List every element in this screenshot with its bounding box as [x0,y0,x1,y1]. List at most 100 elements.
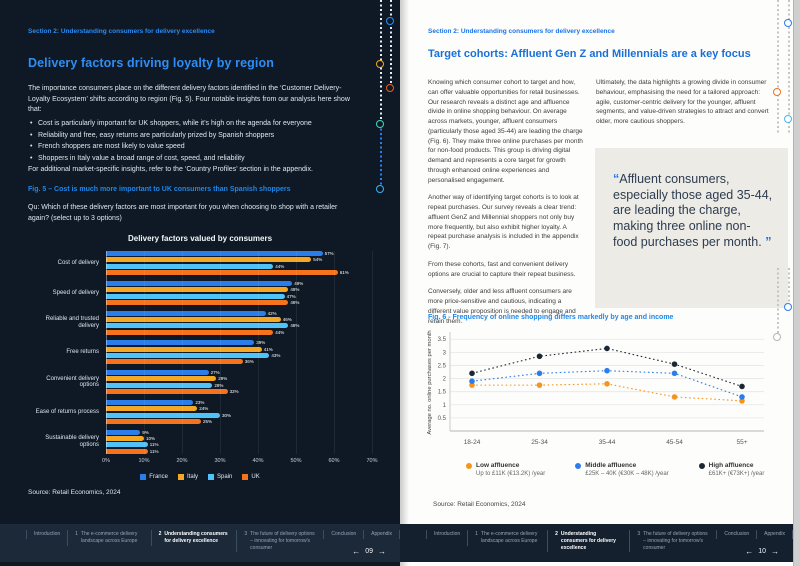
footer-nav-label: The future of delivery options – innovat… [643,531,708,551]
bar-chart: Delivery factors valued by consumers Cos… [28,234,378,480]
legend-label: Middle affluence [585,462,637,469]
gridline [220,251,221,454]
bar [106,299,289,305]
bar-chart-plot: Cost of delivery 57% 54% 44% 61% Speed of del… [28,251,373,454]
svg-text:Average no. online purchases p: Average no. online purchases per month [427,330,433,434]
figure-caption: Fig. 5 – Cost is much more important to … [28,186,291,193]
bar-row: 30% [106,412,372,418]
x-tick-label: 0% [102,457,110,464]
timeline-node-icon [773,333,781,341]
footer-nav-label: Understanding consumers for delivery exc… [164,531,228,544]
bar-row: 10% [106,435,372,441]
bar-value-label: 25% [203,419,213,424]
bar-value-label: 46% [282,316,292,322]
bar-row: 24% [106,406,372,412]
category-label: Sustainable delivery options [45,435,99,448]
bar-row: 49% [106,280,372,286]
figure-caption: Fig. 6 - Frequency of online shopping di… [428,314,674,321]
legend-label: Italy [186,473,198,480]
bar [106,442,148,448]
legend-swatch-icon [140,473,147,480]
legend-dot-icon [575,462,582,469]
note-paragraph: For additional market-specific insights,… [28,166,313,173]
bar [106,406,198,412]
bar [106,340,255,346]
svg-text:25-34: 25-34 [531,439,548,446]
footer-nav-item[interactable]: Conclusion [323,530,363,539]
prev-page-button[interactable]: ← [352,547,361,556]
legend-item: UK [242,473,260,480]
timeline-node-icon [784,115,792,123]
footer-nav-item[interactable]: 1 The e-commerce delivery landscape acros… [467,530,547,546]
bar-value-label: 27% [210,370,220,376]
gridline [372,251,373,454]
legend-swatch-icon [242,473,249,480]
category-label: Ease of returns process [35,408,99,415]
bar [106,399,194,405]
footer-nav-label: The e-commerce delivery landscape across… [480,531,538,544]
timeline-node-icon [376,185,384,193]
bar-row: 44% [106,263,372,269]
svg-text:1.5: 1.5 [438,390,447,396]
bar-value-label: 49% [294,280,304,286]
line-chart-svg: 0.5 1 1.5 2 2.5 3 3.5 Average no. online purcha… [427,330,764,446]
x-tick-label: 20% [176,457,188,464]
bar-stack: 9% 10% 11% 11% [106,429,372,454]
bar [106,353,270,359]
source-note: Source: Retail Economics, 2024 [433,501,526,508]
bar [106,270,338,276]
bar [106,448,148,454]
bar-row: 43% [106,353,372,359]
bar-row: 57% [106,251,372,256]
svg-text:0.5: 0.5 [438,416,447,422]
footer-nav-item[interactable]: 1 The e-commerce delivery landscape acros… [67,530,150,546]
x-tick-label: 30% [214,457,226,464]
gridline [144,251,145,454]
footer-nav-item[interactable]: Introduction [26,530,67,539]
bar-value-label: 61% [339,270,349,276]
bar-row: 29% [106,376,372,382]
footer-nav-item[interactable]: Appendix [363,530,400,539]
svg-text:1: 1 [443,403,447,409]
footer-nav-item[interactable]: 3 The future of delivery options – innova… [629,530,716,553]
legend-label: High affluence [708,462,754,469]
page-number: 10 [758,548,766,555]
timeline-line [788,0,790,135]
legend-swatch-icon [208,473,214,480]
footer-nav-item[interactable]: 3 The future of delivery options – innova… [236,530,323,553]
pull-quote-box: “Affluent consumers, especially those ag… [595,148,788,308]
paragraph: Ultimately, the data highlights a growin… [596,79,769,125]
footer-nav-item[interactable]: 2 Understanding consumers for delivery ex… [547,530,629,553]
footer-nav-item[interactable]: Appendix [756,530,793,539]
bar [106,435,144,441]
next-page-button[interactable]: → [378,547,386,556]
bar [106,376,217,382]
timeline-node-icon [386,84,394,92]
footer-nav-item[interactable]: Conclusion [716,530,756,539]
footer-nav-item[interactable]: Introduction [426,530,467,539]
x-tick-label: 70% [366,457,378,464]
x-tick-label: 60% [328,457,340,464]
bar-value-label: 10% [146,435,156,441]
next-page-button[interactable]: → [771,547,779,556]
bar-row: 27% [106,370,372,376]
footer-nav-number: 1 [475,531,478,537]
legend-item: Low affluence Up to £11K (€13.2K) /year [466,462,545,477]
footer-nav: Introduction 1 The e-commerce delivery lan… [0,524,400,553]
bar [106,412,220,418]
bar [106,382,213,388]
bar-row: 23% [106,399,372,405]
section-label: Section 2: Understanding consumers for d… [28,28,215,35]
footer-nav-bar: Introduction 1 The e-commerce delivery lan… [400,524,793,562]
x-tick-label: 50% [290,457,302,464]
footer-nav-number: 2 [555,531,558,537]
paragraph: From these cohorts, fast and convenient … [428,260,576,278]
bar-value-label: 24% [199,406,209,412]
bar-stack: 27% 29% 28% 32% [106,370,372,395]
line-chart: 0.5 1 1.5 2 2.5 3 3.5 Average no. online purcha… [424,328,770,477]
footer-nav-item[interactable]: 2 Understanding consumers for delivery ex… [150,530,237,546]
bar-row: 25% [106,419,372,424]
gridline [258,251,259,454]
prev-page-button[interactable]: ← [745,547,754,556]
bar [106,389,228,395]
